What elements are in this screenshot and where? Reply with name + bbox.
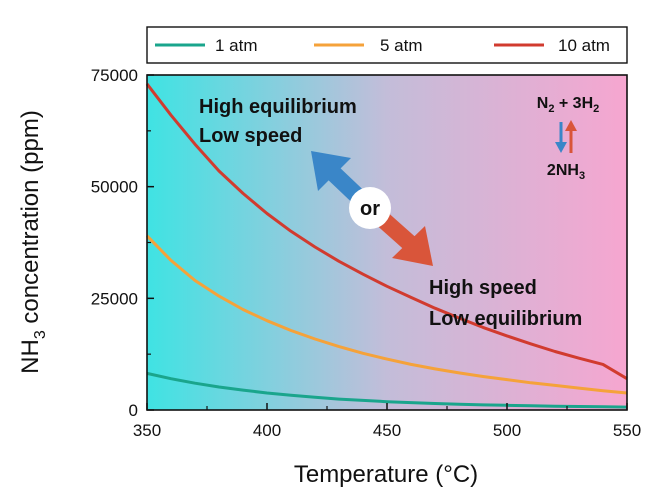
reaction-n: N xyxy=(537,95,549,112)
reaction-h: + 3H xyxy=(554,95,593,112)
series-line-5atm xyxy=(145,234,628,395)
x-tick-label-550: 550 xyxy=(613,421,641,440)
series-layer xyxy=(145,82,628,409)
reaction-reactants: N2 + 3H2 xyxy=(537,95,600,115)
legend-label-1atm: 1 atm xyxy=(215,36,258,55)
x-tick-label-500: 500 xyxy=(493,421,521,440)
reaction-h-sub: 2 xyxy=(593,103,599,115)
annotation-high-speed: High speed xyxy=(429,277,537,299)
annotation-low-speed: Low speed xyxy=(199,125,302,147)
x-tick-label-400: 400 xyxy=(253,421,281,440)
y-tick-label-75000: 75000 xyxy=(91,66,138,85)
or-circle xyxy=(349,187,391,229)
or-label: or xyxy=(360,198,380,220)
legend: 1 atm 5 atm 10 atm xyxy=(146,26,628,64)
series-line-10atm xyxy=(145,82,628,380)
reaction-arrow-down-head xyxy=(555,142,567,153)
x-tick-label-350: 350 xyxy=(133,421,161,440)
arrow-head-red xyxy=(392,226,433,266)
legend-label-10atm: 10 atm xyxy=(558,36,610,55)
arrow-head-blue xyxy=(311,151,351,191)
annotation-low-equilibrium: Low equilibrium xyxy=(429,308,582,330)
reaction-product-sub: 3 xyxy=(579,170,585,182)
reaction-n-sub: 2 xyxy=(548,103,554,115)
y-axis-title-sub: 3 xyxy=(32,330,49,339)
y-axis-title-rest: concentration (ppm) xyxy=(17,110,44,330)
legend-label-5atm: 5 atm xyxy=(380,36,423,55)
y-axis-title-main: NH xyxy=(17,339,44,374)
y-axis-title: NH3 concentration (ppm) xyxy=(17,110,49,374)
y-tick-label-50000: 50000 xyxy=(91,178,138,197)
reaction-product-main: 2NH xyxy=(547,162,579,179)
reaction-arrow-up-head xyxy=(565,120,577,131)
y-tick-label-25000: 25000 xyxy=(91,289,138,308)
y-tick-label-0: 0 xyxy=(129,401,138,420)
legend-box xyxy=(146,26,628,64)
x-tick-label-450: 450 xyxy=(373,421,401,440)
reaction-equation: N2 + 3H2 2NH3 xyxy=(537,95,600,182)
series-line-1atm xyxy=(146,371,628,409)
x-axis-title: Temperature (°C) xyxy=(294,461,478,488)
reaction-product: 2NH3 xyxy=(547,162,585,182)
plot-background xyxy=(147,75,627,410)
annotation-high-equilibrium: High equilibrium xyxy=(199,96,357,118)
tick-layer: 350 400 450 500 550 0 25000 50000 75000 xyxy=(91,66,641,440)
double-arrow-icon: or xyxy=(311,151,433,266)
